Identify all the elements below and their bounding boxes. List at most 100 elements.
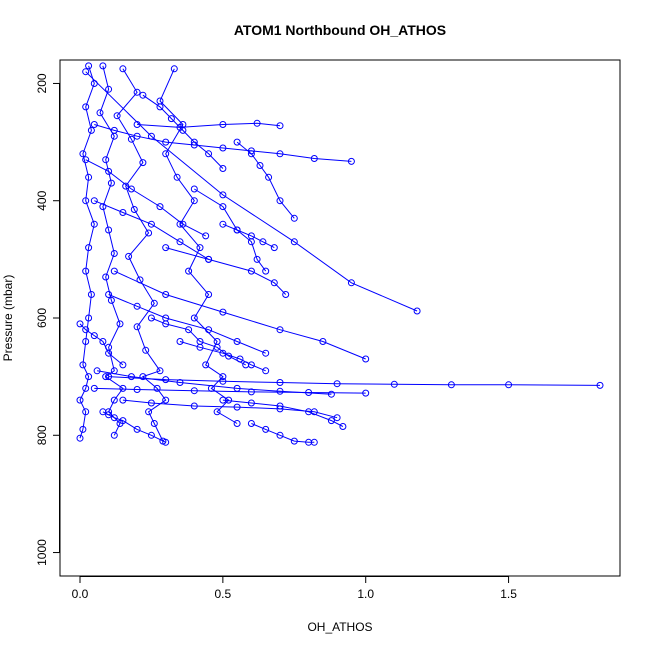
data-point: [327, 417, 335, 425]
data-point: [93, 367, 101, 375]
data-point: [219, 377, 227, 385]
series-line: [85, 159, 206, 237]
data-point: [162, 320, 170, 328]
data-point: [162, 438, 170, 446]
data-point: [233, 420, 241, 427]
data-point: [113, 112, 121, 120]
series-line: [236, 141, 295, 219]
data-point: [150, 420, 158, 427]
data-point: [102, 156, 110, 164]
series-line: [165, 247, 287, 295]
data-point: [162, 291, 170, 298]
data-point: [219, 220, 227, 228]
data-point: [99, 62, 107, 70]
series-line: [222, 399, 344, 427]
data-point: [362, 389, 370, 397]
series-line: [251, 423, 315, 443]
data-point: [347, 157, 355, 165]
series-2: [96, 62, 127, 439]
data-point: [167, 115, 175, 123]
series-line: [151, 317, 246, 366]
data-point: [173, 173, 181, 181]
data-point: [82, 384, 90, 392]
data-point: [105, 373, 113, 381]
series-20: [147, 314, 250, 369]
data-point: [145, 408, 153, 416]
data-point: [85, 373, 93, 381]
data-point: [90, 220, 98, 228]
data-point: [276, 379, 284, 386]
data-point: [233, 338, 241, 345]
data-point: [185, 326, 193, 334]
data-point: [82, 338, 90, 345]
data-point: [190, 402, 198, 410]
data-point: [82, 267, 90, 275]
data-point: [290, 437, 298, 445]
series-7: [105, 373, 604, 389]
data-point: [262, 367, 270, 375]
data-point: [190, 185, 198, 193]
series-1: [76, 62, 98, 442]
x-tick-label: 0.0: [72, 587, 89, 601]
data-point: [176, 379, 184, 386]
data-point: [327, 390, 335, 398]
data-point: [233, 384, 241, 392]
data-point: [139, 91, 147, 99]
data-point: [219, 308, 227, 316]
data-point: [150, 299, 158, 307]
data-point: [205, 291, 213, 298]
data-point: [90, 121, 98, 128]
data-point: [176, 338, 184, 345]
data-point: [265, 173, 273, 181]
series-25: [76, 320, 127, 369]
data-point: [76, 434, 84, 442]
series-21: [176, 338, 270, 375]
data-point: [190, 387, 198, 395]
data-point: [122, 182, 130, 190]
series-26: [219, 220, 278, 252]
data-point: [145, 229, 153, 237]
data-point: [110, 431, 118, 439]
data-point: [87, 126, 95, 134]
data-point: [219, 373, 227, 381]
data-point: [219, 349, 227, 357]
y-tick-label: 600: [35, 308, 49, 328]
series-line: [94, 387, 366, 394]
data-point: [82, 326, 90, 334]
data-point: [236, 355, 244, 363]
data-point: [596, 381, 604, 389]
series-14: [233, 138, 298, 222]
data-point: [247, 399, 255, 407]
data-point: [202, 232, 210, 240]
data-point: [219, 191, 227, 199]
data-point: [333, 414, 341, 422]
data-point: [310, 155, 318, 162]
data-point: [105, 226, 113, 234]
data-point: [133, 323, 141, 331]
data-point: [213, 343, 221, 351]
data-point: [276, 402, 284, 410]
data-point: [85, 244, 93, 252]
data-point: [276, 431, 284, 439]
data-point: [147, 132, 155, 140]
data-point: [205, 255, 213, 263]
data-point: [413, 307, 421, 315]
series-layer: [76, 62, 604, 446]
data-point: [96, 109, 104, 117]
data-point: [85, 62, 93, 70]
data-point: [290, 214, 298, 222]
data-point: [110, 250, 118, 257]
data-point: [219, 396, 227, 404]
series-line: [194, 188, 267, 272]
y-tick-label: 800: [35, 425, 49, 445]
data-point: [125, 252, 133, 260]
data-point: [233, 138, 241, 146]
data-point: [276, 197, 284, 205]
series-3: [113, 65, 170, 445]
data-point: [270, 244, 278, 252]
series-22: [90, 197, 213, 263]
data-point: [102, 273, 110, 281]
data-point: [262, 425, 270, 433]
series-line: [222, 223, 275, 249]
data-point: [219, 203, 227, 211]
